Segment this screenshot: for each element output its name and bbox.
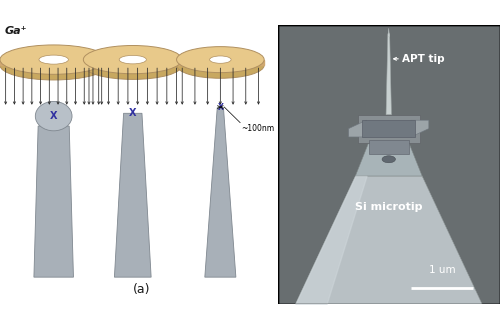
Ellipse shape xyxy=(0,51,108,80)
Polygon shape xyxy=(231,60,264,65)
Polygon shape xyxy=(358,115,420,143)
Text: Ga⁺: Ga⁺ xyxy=(4,26,26,36)
Polygon shape xyxy=(388,28,390,36)
Polygon shape xyxy=(348,120,366,137)
Polygon shape xyxy=(176,60,210,65)
Polygon shape xyxy=(114,113,151,277)
Polygon shape xyxy=(386,34,392,115)
Text: ~100nm: ~100nm xyxy=(240,124,274,133)
Text: X: X xyxy=(218,103,224,112)
Text: Si microtip: Si microtip xyxy=(355,202,422,212)
Polygon shape xyxy=(362,120,416,137)
Text: 1 um: 1 um xyxy=(429,265,456,275)
Polygon shape xyxy=(411,120,429,137)
Ellipse shape xyxy=(36,101,72,131)
Polygon shape xyxy=(34,126,74,277)
Ellipse shape xyxy=(210,56,231,63)
Ellipse shape xyxy=(0,45,108,74)
Ellipse shape xyxy=(382,156,396,163)
Text: (a): (a) xyxy=(132,282,150,295)
Polygon shape xyxy=(296,176,482,304)
Text: X: X xyxy=(50,111,58,121)
Polygon shape xyxy=(68,60,108,65)
Polygon shape xyxy=(205,108,236,277)
Ellipse shape xyxy=(176,47,264,73)
Ellipse shape xyxy=(176,52,264,78)
Ellipse shape xyxy=(119,55,146,64)
Polygon shape xyxy=(146,60,182,65)
Polygon shape xyxy=(356,131,422,176)
Ellipse shape xyxy=(39,55,68,64)
Ellipse shape xyxy=(84,51,182,79)
Polygon shape xyxy=(84,60,119,65)
Polygon shape xyxy=(0,60,39,65)
Text: X: X xyxy=(129,108,136,118)
Polygon shape xyxy=(368,140,409,154)
Ellipse shape xyxy=(84,46,182,74)
Text: APT tip: APT tip xyxy=(402,54,444,64)
